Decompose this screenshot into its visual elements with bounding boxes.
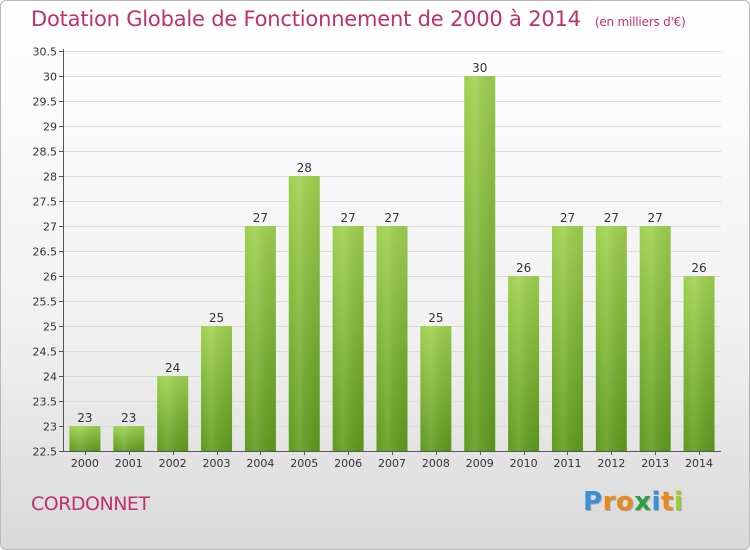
logo-letter: t bbox=[660, 487, 674, 517]
bar-shine bbox=[244, 226, 276, 451]
y-tick-label: 29.5 bbox=[33, 96, 58, 109]
x-tick-label: 2009 bbox=[466, 457, 494, 470]
bar-shine bbox=[332, 226, 364, 451]
x-tick-label: 2002 bbox=[159, 457, 187, 470]
value-label: 25 bbox=[428, 311, 443, 325]
logo-letter: x bbox=[634, 487, 652, 517]
bar-shine bbox=[376, 226, 408, 451]
logo-letter: r bbox=[602, 487, 616, 517]
bar-shine bbox=[683, 276, 715, 451]
y-tick-label: 26 bbox=[43, 271, 57, 284]
value-label: 26 bbox=[516, 261, 531, 275]
y-tick-label: 27 bbox=[43, 221, 57, 234]
x-tick-label: 2011 bbox=[553, 457, 581, 470]
bar-shine bbox=[113, 426, 145, 451]
value-label: 28 bbox=[297, 161, 312, 175]
y-tick-label: 30.5 bbox=[33, 46, 58, 59]
bar-shine bbox=[464, 76, 496, 451]
title-text: Dotation Globale de Fonctionnement de 20… bbox=[31, 7, 581, 31]
x-tick-label: 2003 bbox=[203, 457, 231, 470]
x-tick-label: 2013 bbox=[641, 457, 669, 470]
y-tick-label: 24 bbox=[43, 371, 57, 384]
bar-shine bbox=[420, 326, 452, 451]
y-tick-label: 24.5 bbox=[33, 346, 58, 359]
bar-shine bbox=[157, 376, 189, 451]
bar-shine bbox=[551, 226, 583, 451]
x-tick-label: 2006 bbox=[334, 457, 362, 470]
y-tick-label: 27.5 bbox=[33, 196, 58, 209]
title-unit: (en milliers d'€) bbox=[594, 15, 686, 29]
value-label: 27 bbox=[604, 211, 619, 225]
axes bbox=[59, 49, 721, 455]
x-tick-label: 2005 bbox=[290, 457, 318, 470]
value-label: 23 bbox=[77, 411, 92, 425]
value-label: 26 bbox=[691, 261, 706, 275]
y-tick-label: 22.5 bbox=[33, 446, 58, 459]
value-label: 27 bbox=[560, 211, 575, 225]
x-tick-label: 2012 bbox=[597, 457, 625, 470]
value-label: 27 bbox=[648, 211, 663, 225]
value-label: 23 bbox=[121, 411, 136, 425]
y-tick-label: 23.5 bbox=[33, 396, 58, 409]
y-tick-label: 23 bbox=[43, 421, 57, 434]
bar-shine bbox=[508, 276, 540, 451]
y-tick-label: 29 bbox=[43, 121, 57, 134]
x-tick-label: 2014 bbox=[685, 457, 713, 470]
value-label: 25 bbox=[209, 311, 224, 325]
x-tick-label: 2007 bbox=[378, 457, 406, 470]
chart-title: Dotation Globale de Fonctionnement de 20… bbox=[31, 7, 686, 31]
x-tick-label: 2004 bbox=[246, 457, 274, 470]
value-label: 27 bbox=[340, 211, 355, 225]
commune-name: CORDONNET bbox=[31, 493, 150, 515]
bar-shine bbox=[201, 326, 233, 451]
x-tick-label: 2000 bbox=[71, 457, 99, 470]
value-label: 24 bbox=[165, 361, 180, 375]
bar-shine bbox=[639, 226, 671, 451]
logo-letter: i bbox=[651, 487, 661, 517]
logo-letter: o bbox=[615, 487, 635, 517]
x-tick-label: 2001 bbox=[115, 457, 143, 470]
proxiti-logo: Proxiti bbox=[583, 487, 683, 517]
value-label: 27 bbox=[384, 211, 399, 225]
value-label: 27 bbox=[253, 211, 268, 225]
y-tick-label: 25 bbox=[43, 321, 57, 334]
bars bbox=[69, 76, 715, 451]
bar-shine bbox=[595, 226, 627, 451]
value-label: 30 bbox=[472, 61, 487, 75]
logo-letter: i bbox=[673, 487, 684, 517]
logo-letter: P bbox=[583, 487, 603, 517]
y-tick-label: 25.5 bbox=[33, 296, 58, 309]
x-tick-label: 2010 bbox=[510, 457, 538, 470]
labels: 22.5 23 23.5 24 24.5 25 25.5 26 26.5 27 27.5 28 28.5… bbox=[33, 46, 714, 471]
bar-shine bbox=[69, 426, 101, 451]
bar-shine bbox=[288, 176, 320, 451]
y-tick-label: 28.5 bbox=[33, 146, 58, 159]
y-tick-label: 26.5 bbox=[33, 246, 58, 259]
x-tick-label: 2008 bbox=[422, 457, 450, 470]
y-tick-label: 28 bbox=[43, 171, 57, 184]
y-tick-label: 30 bbox=[43, 71, 57, 84]
